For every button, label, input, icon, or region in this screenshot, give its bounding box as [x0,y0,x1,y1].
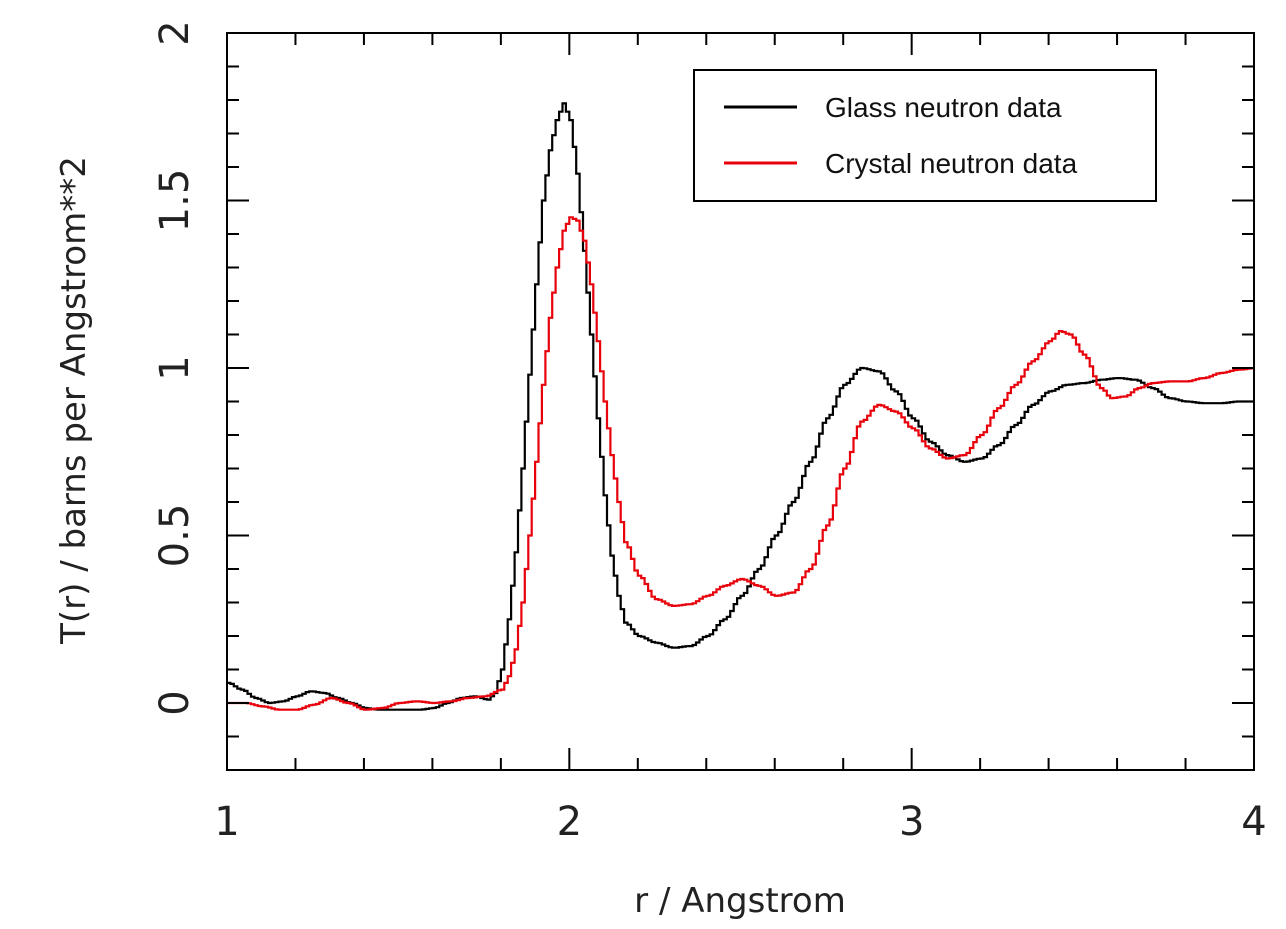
x-tick-label: 3 [899,799,924,845]
legend-label-crystal: Crystal neutron data [825,148,1078,179]
axis-ticks [226,32,1255,771]
x-tick-label: 4 [1241,799,1266,845]
y-tick-label: 2 [152,20,198,45]
x-axis-title: r / Angstrom [634,881,846,921]
y-tick-label: 0.5 [152,504,198,568]
y-tick-label: 0 [152,690,198,715]
legend-label-glass: Glass neutron data [825,92,1062,123]
y-tick-label: 1.5 [152,169,198,233]
tick-labels: 1 2 3 4 0 0.5 1 1.5 2 [152,20,1267,845]
x-tick-label: 1 [214,799,239,845]
series-line-0 [227,102,1254,711]
series-curves [227,102,1254,711]
x-tick-label: 2 [557,799,582,845]
y-tick-label: 1 [152,355,198,380]
plot-frame [226,32,1255,771]
series-line-1 [227,216,1254,711]
legend: Glass neutron data Crystal neutron data [693,69,1157,202]
legend-box [693,69,1157,202]
y-axis-title: T(r) / barns per Angstrom**2 [54,156,94,645]
